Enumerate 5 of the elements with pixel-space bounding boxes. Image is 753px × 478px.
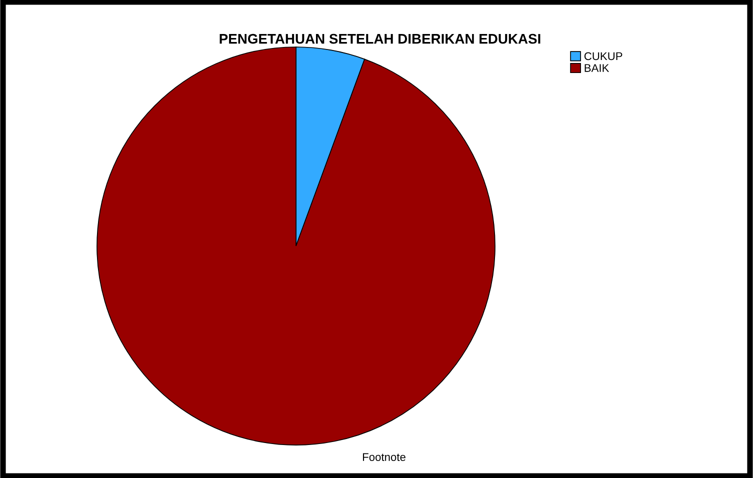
legend-label: CUKUP [584, 52, 622, 60]
legend-label: BAIK [584, 64, 610, 72]
pie-slice [96, 46, 496, 446]
chart-title: PENGETAHUAN SETELAH DIBERIKAN EDUKASI [220, 34, 540, 44]
text: Footnote [362, 453, 406, 461]
